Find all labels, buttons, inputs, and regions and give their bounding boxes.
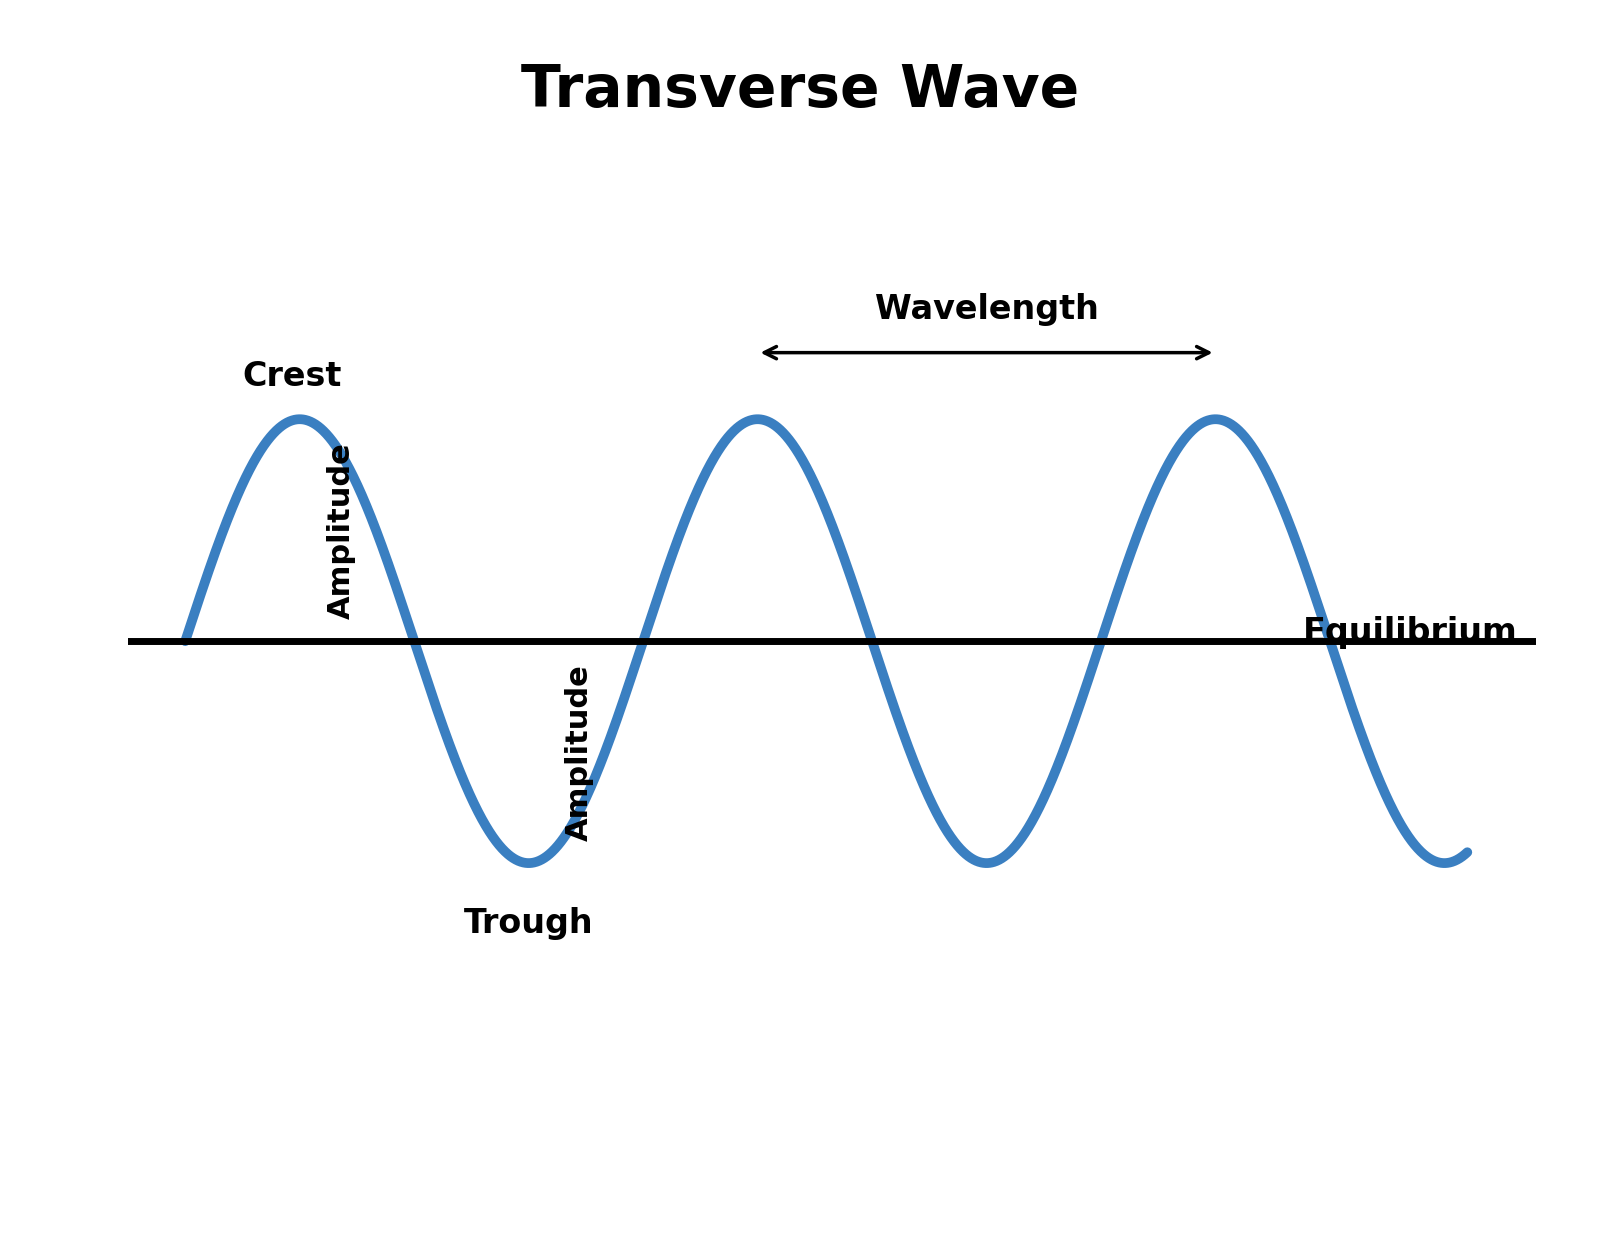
Text: ID 205474523  © OSweetNature: ID 205474523 © OSweetNature	[1088, 1181, 1358, 1198]
Text: Trough: Trough	[464, 907, 594, 941]
Text: Amplitude: Amplitude	[326, 441, 355, 619]
Text: Wavelength: Wavelength	[875, 293, 1099, 326]
Text: dreamstime.com: dreamstime.com	[48, 1181, 218, 1198]
Text: Amplitude: Amplitude	[565, 663, 594, 841]
Text: Equilibrium: Equilibrium	[1302, 615, 1518, 649]
Text: Crest: Crest	[243, 360, 342, 392]
Text: Transverse Wave: Transverse Wave	[522, 62, 1078, 118]
